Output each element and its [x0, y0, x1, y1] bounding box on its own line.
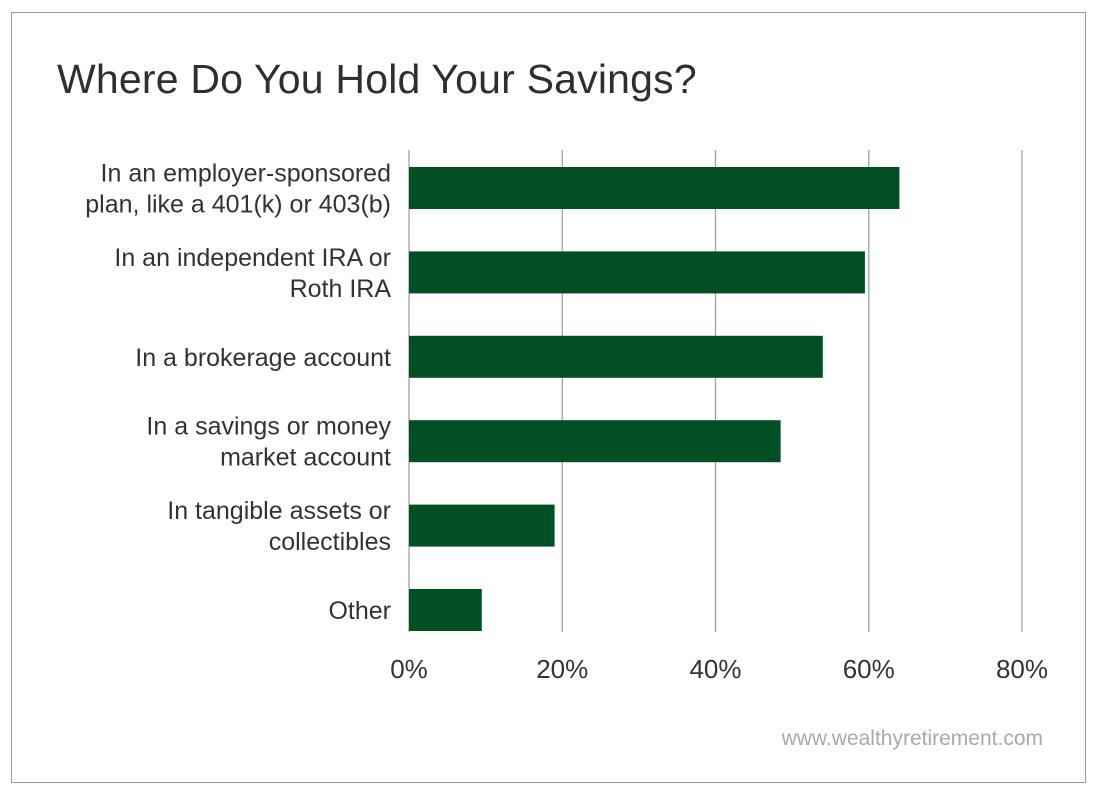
chart-frame [11, 12, 1086, 783]
x-tick-label-2: 40% [689, 654, 741, 684]
x-tick-label-3: 60% [843, 654, 895, 684]
bar-3 [409, 420, 781, 463]
bar-2 [409, 335, 823, 378]
x-tick-label-4: 80% [996, 654, 1048, 684]
bar-5 [409, 589, 482, 631]
category-label-5: Other [328, 597, 391, 625]
bar-4 [409, 504, 555, 547]
source-credit: www.wealthyretirement.com [781, 727, 1043, 750]
x-tick-label-1: 20% [536, 654, 588, 684]
category-label-4: In tangible assets or collectibles [167, 497, 391, 556]
bar-0 [409, 167, 900, 209]
chart-title: Where Do You Hold Your Savings? [57, 56, 697, 102]
category-label-2: In a brokerage account [135, 344, 391, 372]
category-label-1: In an independent IRA or Roth IRA [114, 244, 391, 303]
category-label-0: In an employer-sponsored plan, like a 401… [85, 160, 391, 219]
bar-1 [409, 251, 865, 294]
x-tick-label-0: 0% [390, 654, 428, 684]
category-label-3: In a savings or money market account [146, 413, 391, 472]
